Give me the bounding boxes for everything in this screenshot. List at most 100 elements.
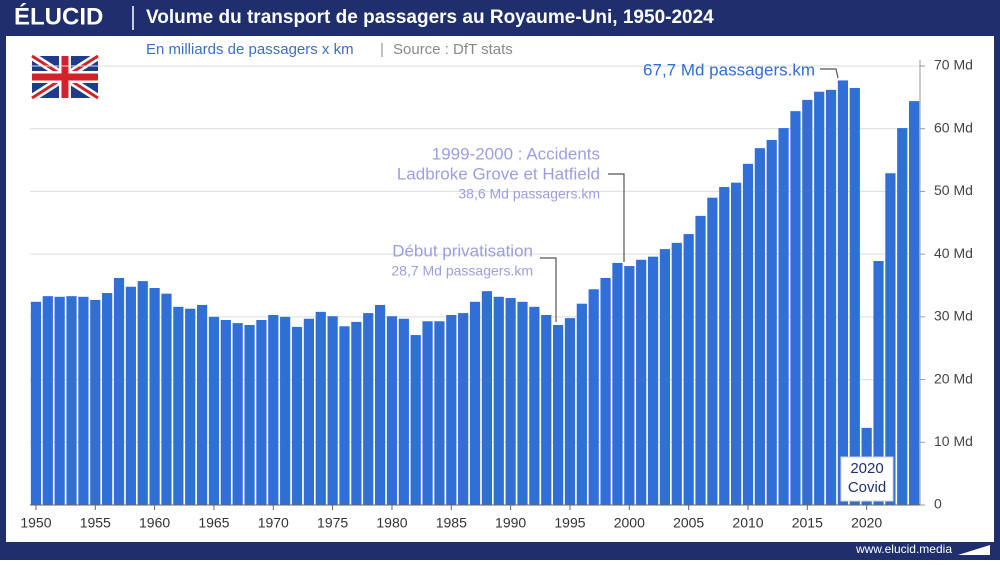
bar: [719, 187, 730, 505]
x-tick-label: 1955: [80, 515, 111, 531]
bar: [398, 318, 409, 505]
annotation-text: 67,7 Md passagers.km: [643, 60, 815, 79]
bar: [671, 242, 682, 505]
bar: [410, 335, 421, 505]
annotation-text: 28,7 Md passagers.km: [391, 263, 533, 279]
y-tick-label: 40 Md: [934, 245, 973, 261]
x-tick-label: 1995: [554, 515, 585, 531]
bar: [624, 266, 635, 505]
annotation-box: [840, 456, 894, 502]
x-tick-label: 1990: [495, 515, 526, 531]
bar: [339, 326, 350, 505]
bar: [208, 316, 220, 505]
bar: [754, 148, 765, 506]
bar: [220, 319, 231, 505]
annotation-leader: [540, 257, 557, 322]
bar: [742, 163, 754, 505]
bar: [185, 308, 196, 505]
annotation-text: Covid: [848, 479, 886, 496]
bar: [481, 291, 493, 505]
bar: [149, 288, 160, 505]
x-tick-label: 1960: [139, 515, 170, 531]
bar: [885, 173, 896, 505]
bar: [256, 319, 267, 505]
footer: www.elucid.media: [855, 542, 952, 556]
annotation-text: 1999-2000 : Accidents: [432, 144, 600, 163]
bar: [196, 304, 208, 505]
bar: [458, 313, 469, 505]
bar: [766, 140, 777, 505]
x-tick-label: 1975: [317, 515, 348, 531]
bar: [125, 286, 136, 505]
bar: [778, 128, 789, 505]
separator: |: [380, 41, 384, 58]
bar: [137, 281, 148, 505]
bar: [647, 256, 659, 505]
bar: [446, 314, 457, 505]
bar: [529, 306, 540, 505]
bar: [244, 325, 255, 505]
bar: [54, 296, 65, 505]
bar: [90, 299, 101, 505]
x-tick-label: 1980: [376, 515, 407, 531]
bar: [636, 259, 647, 505]
bar: [731, 182, 742, 506]
bar: [659, 249, 671, 505]
bar: [386, 316, 398, 505]
bar: [825, 89, 837, 506]
x-tick-label: 1985: [436, 515, 467, 531]
bar: [683, 234, 694, 505]
annotation-text: Ladbroke Grove et Hatfield: [397, 164, 600, 183]
x-tick-label: 2010: [732, 515, 763, 531]
bar: [42, 296, 53, 505]
bar: [600, 277, 611, 505]
bar: [802, 99, 813, 505]
y-tick-label: 0: [934, 496, 942, 512]
bar: [374, 304, 386, 505]
bar: [564, 318, 576, 505]
x-tick-label: 2015: [792, 515, 823, 531]
x-tick-label: 1950: [20, 515, 51, 531]
chart-title: Volume du transport de passagers au Roya…: [146, 7, 714, 28]
y-tick-label: 10 Md: [934, 433, 973, 449]
bar: [173, 306, 184, 505]
bar: [434, 321, 445, 505]
bar: [113, 277, 125, 505]
bar: [909, 101, 920, 506]
bar: [849, 87, 860, 505]
x-tick-label: 2005: [673, 515, 704, 531]
source: Source : DfT stats: [393, 41, 513, 58]
subtitle: En milliards de passagers x km: [146, 41, 354, 58]
bar: [837, 80, 849, 505]
annotation-text: Début privatisation: [392, 241, 533, 260]
x-tick-label: 2020: [851, 515, 882, 531]
bar: [469, 301, 481, 505]
annotation-leader: [820, 68, 839, 79]
bar: [291, 326, 303, 505]
annotation-text: 38,6 Md passagers.km: [458, 186, 600, 202]
x-tick-label: 1970: [258, 515, 289, 531]
bar: [102, 293, 113, 505]
x-tick-label: 2000: [614, 515, 645, 531]
brand: ÉLUCID: [14, 2, 103, 30]
bar: [814, 91, 825, 505]
bar: [422, 321, 433, 505]
bar: [78, 296, 89, 505]
y-tick-label: 70 Md: [934, 57, 973, 73]
bar: [268, 314, 279, 505]
bar: [315, 311, 326, 505]
bar: [897, 128, 908, 505]
bar: [232, 323, 243, 505]
x-tick-label: 1965: [198, 515, 229, 531]
y-tick-label: 50 Md: [934, 182, 973, 198]
annotation-text: 2020: [850, 460, 883, 477]
bar: [541, 314, 552, 505]
footer-logo: [958, 545, 990, 555]
bar: [873, 261, 884, 505]
bar: [588, 289, 599, 505]
bar: [363, 313, 374, 505]
bar: [790, 111, 801, 505]
bar: [280, 316, 291, 505]
bar: [493, 296, 504, 505]
y-tick-label: 60 Md: [934, 119, 973, 135]
